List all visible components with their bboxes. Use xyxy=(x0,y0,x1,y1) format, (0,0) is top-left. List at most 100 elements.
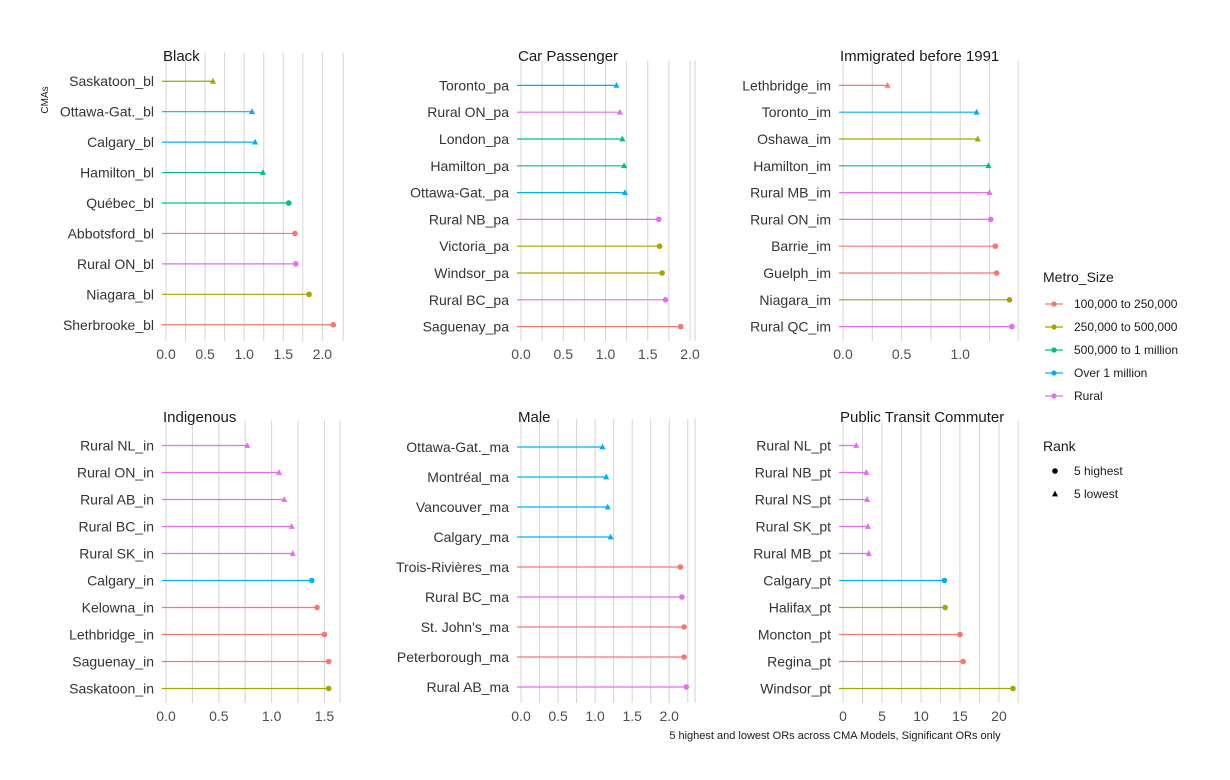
point-marker-circle xyxy=(1009,323,1015,330)
point-marker-circle xyxy=(1010,685,1016,692)
category-label: Hamilton_bl xyxy=(80,165,154,181)
legend-label: 250,000 to 500,000 xyxy=(1074,320,1178,334)
category-label: Ottawa-Gat._ma xyxy=(406,439,509,455)
panel-immigrated-before-1991: Immigrated before 1991 0.0 0.5 1.0 Lethbridg… xyxy=(742,48,1019,362)
point-marker-circle xyxy=(659,270,665,276)
legend-key-dot xyxy=(1051,393,1057,399)
category-label: Lethbridge_im xyxy=(742,77,831,93)
category-label: Victoria_pa xyxy=(439,238,509,254)
category-label: Niagara_im xyxy=(759,292,831,308)
category-label: Saguenay_pa xyxy=(423,319,510,335)
category-label: Rural AB_in xyxy=(80,492,154,508)
point-marker-triangle xyxy=(986,189,993,195)
x-tick-label: 2.0 xyxy=(660,708,680,724)
point-marker-circle xyxy=(679,594,685,600)
x-tick-label: 0.0 xyxy=(511,708,531,724)
category-label: Saskatoon_in xyxy=(69,681,154,697)
category-label: Québec_bl xyxy=(86,195,154,211)
legend-key-circle xyxy=(1052,468,1058,474)
x-tick-label: 0.5 xyxy=(554,346,574,362)
point-marker-triangle xyxy=(884,82,891,88)
category-label: Rural AB_ma xyxy=(427,679,510,695)
category-label: Abbotsford_bl xyxy=(68,225,154,241)
legend-key-dot xyxy=(1051,347,1057,353)
point-marker-triangle xyxy=(619,135,626,142)
point-marker-circle xyxy=(992,243,999,249)
point-marker-circle xyxy=(681,654,687,660)
category-label: Rural NL_pt xyxy=(756,438,831,454)
legend-key-dot xyxy=(1051,370,1057,376)
x-tick-label: 20 xyxy=(991,708,1007,724)
x-tick-label: 5 xyxy=(878,708,886,724)
point-marker-triangle xyxy=(864,496,871,502)
legend-key-triangle xyxy=(1051,490,1059,497)
point-marker-circle xyxy=(285,200,292,206)
category-label: Hamilton_im xyxy=(753,158,831,174)
point-marker-triangle xyxy=(289,550,296,556)
category-label: Calgary_in xyxy=(87,573,154,589)
category-label: Kelowna_in xyxy=(82,600,154,616)
category-label: Niagara_bl xyxy=(86,286,154,302)
point-marker-circle xyxy=(993,270,1000,276)
x-tick-label: 15 xyxy=(952,708,968,724)
x-tick-label: 0.0 xyxy=(511,346,531,362)
point-marker-triangle xyxy=(863,469,870,475)
point-marker-circle xyxy=(957,631,963,638)
point-marker-triangle xyxy=(853,442,860,448)
category-label: Oshawa_im xyxy=(757,131,831,147)
point-marker-triangle xyxy=(621,189,628,195)
x-tick-label: 1.5 xyxy=(638,346,658,362)
category-label: Ottawa-Gat._pa xyxy=(410,185,509,201)
point-marker-triangle xyxy=(275,469,283,475)
x-tick-label: 1.0 xyxy=(234,346,254,362)
category-label: Rural NL_in xyxy=(80,438,154,454)
point-marker-triangle xyxy=(281,496,288,502)
x-tick-label: 0.5 xyxy=(195,346,215,362)
point-marker-circle xyxy=(1006,297,1013,303)
panel-title: Indigenous xyxy=(163,409,236,426)
point-marker-triangle xyxy=(604,503,611,510)
point-marker-circle xyxy=(655,216,662,223)
category-label: Moncton_pt xyxy=(758,627,831,643)
panel-car-passenger: Car Passenger 0.0 0.5 1.0 1.5 2.0 Toronto_pa Ru… xyxy=(410,48,700,362)
point-marker-circle xyxy=(308,577,315,584)
category-label: Windsor_pt xyxy=(760,681,831,697)
point-marker-circle xyxy=(681,624,687,630)
legend-label: Over 1 million xyxy=(1074,366,1147,380)
point-marker-circle xyxy=(330,321,337,328)
panel-public-transit-commuter: Public Transit Commuter 0 5 10 15 20 Rural NL_… xyxy=(753,409,1019,724)
category-label: Trois-Rivières_ma xyxy=(396,559,509,575)
point-marker-triangle xyxy=(288,523,295,529)
category-label: St. John's_ma xyxy=(421,619,509,635)
x-tick-label: 1.5 xyxy=(622,708,642,724)
category-label: London_pa xyxy=(439,131,509,147)
point-marker-triangle xyxy=(259,169,267,175)
category-label: Vancouver_ma xyxy=(416,499,509,515)
x-tick-label: 1.5 xyxy=(315,708,335,724)
x-tick-label: 0.5 xyxy=(209,708,229,724)
panel-male: Male 0.0 0.5 1.0 1.5 2.0 Ottawa-Gat._ma Montréa… xyxy=(396,409,696,724)
point-marker-circle xyxy=(677,323,684,330)
panel-title: Male xyxy=(518,409,551,426)
legend-label: Rural xyxy=(1074,389,1103,403)
category-label: Rural ON_bl xyxy=(77,256,154,272)
x-tick-label: 0.0 xyxy=(833,346,853,362)
legend-label: 100,000 to 250,000 xyxy=(1074,297,1178,311)
point-marker-triangle xyxy=(613,82,620,88)
category-label: Saguenay_in xyxy=(72,654,154,670)
panel-indigenous: Indigenous 0.0 0.5 1.0 1.5 Rural NL_in Rural O… xyxy=(69,409,341,724)
category-label: Saskatoon_bl xyxy=(69,73,154,89)
point-marker-circle xyxy=(662,297,669,303)
point-marker-circle xyxy=(683,684,690,690)
point-marker-triangle xyxy=(621,162,628,169)
y-axis-title: CMAs xyxy=(40,86,51,113)
category-label: Rural BC_ma xyxy=(425,589,509,605)
point-marker-triangle xyxy=(209,77,216,84)
category-label: Windsor_pa xyxy=(434,265,509,281)
category-label: Rural SK_pt xyxy=(756,519,832,535)
category-label: Rural NS_pt xyxy=(755,492,831,508)
x-tick-label: 2.0 xyxy=(313,346,333,362)
point-marker-circle xyxy=(292,230,298,237)
x-tick-label: 1.0 xyxy=(951,346,971,362)
category-label: Rural QC_im xyxy=(750,319,831,335)
